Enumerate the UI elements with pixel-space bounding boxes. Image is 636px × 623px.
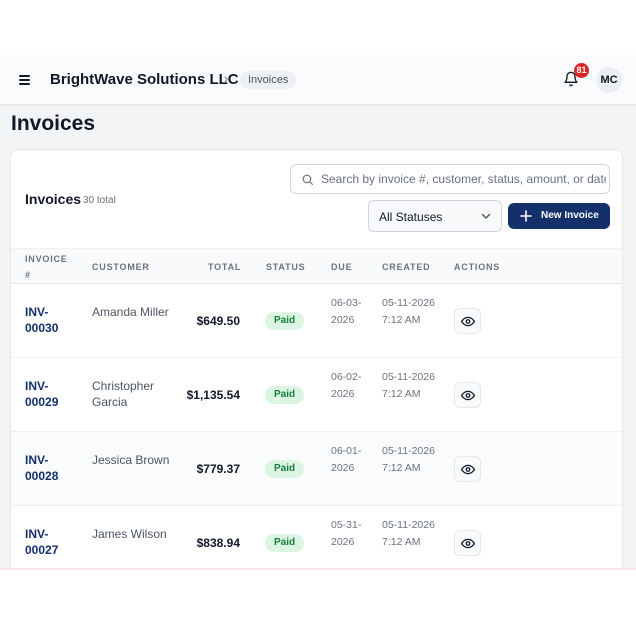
status-badge: Paid bbox=[265, 460, 305, 478]
status-filter-value: All Statuses bbox=[379, 210, 443, 224]
status-badge: Paid bbox=[265, 386, 305, 404]
invoice-number[interactable]: INV-00030 bbox=[25, 305, 59, 335]
created-date: 05-11-2026 7:12 AM bbox=[382, 371, 435, 400]
invoice-number[interactable]: INV-00027 bbox=[25, 527, 59, 557]
chevron-down-icon bbox=[481, 213, 491, 219]
view-invoice-button[interactable] bbox=[454, 530, 481, 556]
status-filter-select[interactable]: All Statuses bbox=[368, 200, 502, 232]
column-header-customer: CUSTOMER bbox=[92, 262, 150, 272]
invoice-total: $779.37 bbox=[196, 462, 240, 476]
invoice-total: $838.94 bbox=[196, 536, 240, 550]
table-row[interactable]: INV-00028 Jessica Brown $779.37 Paid 06-… bbox=[11, 432, 622, 506]
notification-badge: 81 bbox=[574, 63, 589, 78]
customer-name: James Wilson bbox=[92, 527, 167, 541]
card-title: Invoices bbox=[25, 191, 82, 207]
status-badge: Paid bbox=[265, 312, 305, 330]
view-invoice-button[interactable] bbox=[454, 456, 481, 482]
customer-name: Amanda Miller bbox=[92, 305, 169, 319]
page-title: Invoices bbox=[11, 112, 96, 135]
bottom-edge bbox=[0, 568, 636, 570]
eye-icon bbox=[461, 316, 475, 327]
company-name: BrightWave Solutions LLC bbox=[50, 71, 239, 88]
invoice-number[interactable]: INV-00029 bbox=[25, 379, 59, 409]
due-date: 06-01-2026 bbox=[331, 445, 362, 474]
customer-name: Christopher Garcia bbox=[92, 379, 155, 409]
app-viewport: BrightWave Solutions LLC › Invoices 81 M… bbox=[0, 55, 636, 568]
due-date: 06-02-2026 bbox=[331, 371, 362, 400]
view-invoice-button[interactable] bbox=[454, 308, 481, 334]
invoice-total: $1,135.54 bbox=[186, 388, 240, 402]
top-bar: BrightWave Solutions LLC › Invoices 81 M… bbox=[0, 55, 636, 105]
column-header-total: TOTAL bbox=[208, 262, 242, 272]
invoice-count: 30 total bbox=[83, 195, 116, 206]
search-input[interactable] bbox=[321, 165, 606, 193]
due-date: 05-31-2026 bbox=[331, 519, 362, 548]
breadcrumb-separator: › bbox=[224, 71, 229, 86]
table-row[interactable]: INV-00027 James Wilson $838.94 Paid 05-3… bbox=[11, 506, 622, 568]
eye-icon bbox=[461, 464, 475, 475]
search-icon bbox=[302, 174, 313, 185]
bell-icon[interactable] bbox=[563, 71, 581, 89]
created-date: 05-11-2026 7:12 AM bbox=[382, 445, 435, 474]
view-invoice-button[interactable] bbox=[454, 382, 481, 408]
plus-icon bbox=[520, 210, 532, 222]
invoice-total: $649.50 bbox=[196, 314, 240, 328]
table-row[interactable]: INV-00029 Christopher Garcia $1,135.54 P… bbox=[11, 358, 622, 432]
customer-name: Jessica Brown bbox=[92, 453, 170, 467]
column-header-actions: ACTIONS bbox=[454, 262, 501, 272]
status-badge: Paid bbox=[265, 534, 305, 552]
column-header-invoice: INVOICE # bbox=[25, 254, 68, 280]
search-box bbox=[290, 164, 610, 194]
eye-icon bbox=[461, 538, 475, 549]
table-row[interactable]: INV-00030 Amanda Miller $649.50 Paid 06-… bbox=[11, 284, 622, 358]
column-header-due: DUE bbox=[331, 262, 353, 272]
due-date: 06-03-2026 bbox=[331, 297, 362, 326]
eye-icon bbox=[461, 390, 475, 401]
created-date: 05-11-2026 7:12 AM bbox=[382, 297, 435, 326]
user-avatar[interactable]: MC bbox=[596, 67, 622, 93]
breadcrumb-current: Invoices bbox=[240, 71, 297, 89]
menu-icon[interactable] bbox=[18, 72, 34, 88]
invoices-card: Invoices 30 total All Statuses New Invoi… bbox=[10, 149, 623, 568]
table-header: INVOICE # CUSTOMER TOTAL STATUS DUE CREA… bbox=[11, 248, 622, 284]
invoice-number[interactable]: INV-00028 bbox=[25, 453, 59, 483]
new-invoice-label: New Invoice bbox=[541, 210, 599, 221]
new-invoice-button[interactable]: New Invoice bbox=[508, 203, 610, 229]
created-date: 05-11-2026 7:12 AM bbox=[382, 519, 435, 548]
column-header-status: STATUS bbox=[266, 262, 306, 272]
column-header-created: CREATED bbox=[382, 262, 431, 272]
